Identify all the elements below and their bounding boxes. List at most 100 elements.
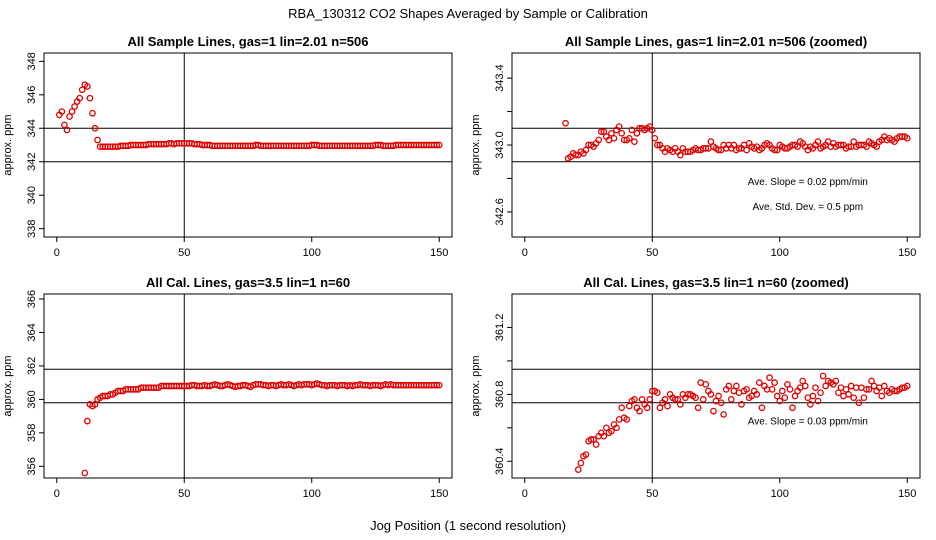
data-point [615, 123, 623, 130]
data-point [842, 385, 850, 393]
x-tick-label: 50 [178, 247, 190, 259]
data-point [758, 404, 766, 412]
data-point [562, 119, 569, 127]
data-point [676, 151, 684, 159]
data-point [773, 146, 781, 154]
data-point [743, 146, 750, 154]
data-point [664, 402, 671, 410]
y-tick-label: 343.4 [494, 64, 506, 92]
y-axis-label: approx. ppm [470, 355, 482, 416]
data-point [610, 134, 618, 142]
data-point [753, 391, 761, 398]
data-point [863, 143, 870, 151]
panel-cal-lines-zoomed: All Cal. Lines, gas=3.5 lin=1 n=60 (zoom… [470, 275, 921, 500]
data-point [755, 379, 763, 387]
data-point [710, 407, 717, 415]
data-point [801, 382, 809, 390]
data-point [868, 377, 875, 385]
y-tick-label: 342 [26, 153, 38, 171]
data-point [613, 424, 620, 432]
data-point [692, 394, 699, 402]
data-point [661, 396, 669, 403]
data-point [814, 397, 822, 405]
data-point [433, 381, 441, 389]
data-point [766, 374, 773, 381]
data-point [715, 146, 722, 154]
panel-sample-lines-zoomed: All Sample Lines, gas=1 lin=2.01 n=506 (… [470, 34, 921, 259]
data-point [625, 134, 633, 142]
data-point [61, 121, 68, 129]
data-point [789, 404, 796, 412]
y-tick-label: 356 [26, 457, 38, 475]
data-point [845, 143, 852, 151]
data-point [778, 387, 786, 395]
data-point [707, 391, 715, 398]
y-tick-label: 344 [26, 119, 38, 137]
x-tick-label: 0 [54, 488, 60, 500]
x-tick-label: 150 [430, 488, 448, 500]
data-point [717, 399, 725, 407]
data-point [694, 404, 702, 412]
data-point [595, 136, 603, 144]
data-point [809, 392, 817, 400]
x-tick-label: 100 [771, 488, 789, 500]
data-point [638, 396, 646, 403]
data-point [623, 416, 631, 423]
x-tick-label: 100 [303, 247, 321, 259]
data-point [631, 138, 638, 146]
data-point [776, 397, 784, 405]
y-tick-label: 364 [26, 323, 38, 341]
x-tick-label: 50 [646, 488, 658, 500]
data-point [600, 128, 608, 135]
data-point [592, 441, 600, 448]
x-tick-label: 0 [522, 488, 528, 500]
data-point [794, 143, 801, 151]
y-tick-label: 360 [26, 390, 38, 408]
data-series [574, 372, 911, 473]
data-point [433, 141, 441, 149]
data-point [781, 394, 789, 402]
plot-frame [43, 52, 453, 238]
data-point [582, 451, 590, 458]
data-point [674, 396, 682, 403]
data-point [84, 417, 91, 425]
data-point [863, 385, 870, 393]
y-axis-label: approx. ppm [2, 355, 14, 416]
data-point [845, 391, 852, 398]
data-point [86, 94, 94, 102]
x-tick-label: 100 [303, 488, 321, 500]
data-point [791, 392, 799, 400]
data-point [631, 396, 638, 403]
y-tick-label: 361.2 [494, 314, 506, 342]
data-point [636, 407, 643, 415]
data-point [817, 389, 824, 397]
x-tick-label: 150 [898, 247, 916, 259]
data-point [771, 379, 779, 387]
data-point [648, 126, 656, 134]
y-tick-label: 343.0 [494, 131, 506, 159]
data-point [574, 466, 582, 473]
data-point [84, 83, 91, 90]
data-point [608, 129, 615, 137]
data-point [63, 126, 71, 134]
panel-sample-lines: All Sample Lines, gas=1 lin=2.01 n=506 0 5… [2, 34, 453, 259]
annotation-text: Ave. Slope = 0.03 ppm/min [748, 416, 868, 427]
data-series [562, 119, 911, 162]
data-point [819, 372, 827, 380]
data-point [58, 108, 66, 115]
data-point [676, 401, 684, 408]
data-point [81, 469, 89, 477]
data-point [618, 129, 626, 137]
data-point [730, 141, 738, 149]
data-point [855, 399, 863, 407]
data-point [903, 134, 911, 142]
data-point [643, 404, 651, 412]
data-point [822, 382, 830, 390]
panels: All Sample Lines, gas=1 lin=2.01 n=506 0 5… [2, 34, 921, 500]
data-point [89, 109, 96, 117]
panel-cal-lines: All Cal. Lines, gas=3.5 lin=1 n=60 0 50 100… [2, 275, 453, 500]
y-tick-label: 360.8 [494, 381, 506, 409]
data-point [699, 396, 707, 403]
